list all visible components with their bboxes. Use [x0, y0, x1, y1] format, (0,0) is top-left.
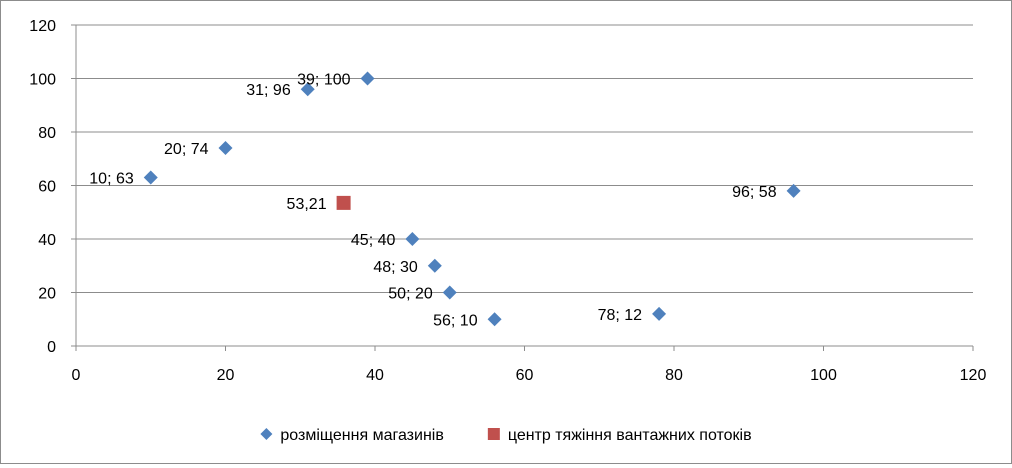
legend-label: центр тяжіння вантажних потоків — [508, 427, 752, 444]
axes — [71, 24, 974, 351]
data-point — [786, 183, 801, 198]
data-point — [487, 312, 502, 327]
centroid-point — [336, 195, 351, 210]
data-label: 53,21 — [287, 196, 327, 213]
data-point — [652, 306, 667, 321]
legend-marker — [487, 428, 500, 440]
x-tick-label: 0 — [72, 367, 81, 384]
data-point — [218, 141, 233, 156]
y-tick-label: 100 — [29, 72, 56, 89]
data-labels: 10; 63 20; 74 31; 96 39; 100 45; 40 48; 30 50;… — [89, 72, 776, 330]
tick-labels: 0 20 40 60 80 100 120 0 20 40 60 80 100 120 — [29, 18, 986, 384]
data-point — [360, 71, 375, 86]
data-label: 96; 58 — [732, 184, 777, 201]
y-tick-label: 0 — [47, 339, 56, 356]
data-label: 31; 96 — [246, 82, 291, 99]
data-points — [143, 71, 801, 327]
y-tick-label: 20 — [38, 286, 56, 303]
y-tick-label: 60 — [38, 179, 56, 196]
data-point — [427, 258, 442, 273]
data-label: 20; 74 — [164, 141, 209, 158]
x-tick-label: 40 — [366, 367, 384, 384]
y-tick-label: 80 — [38, 125, 56, 142]
legend-marker — [260, 428, 273, 440]
data-point — [405, 232, 420, 246]
x-tick-label: 20 — [217, 367, 235, 384]
x-tick-label: 80 — [665, 367, 683, 384]
data-label: 45; 40 — [351, 232, 396, 249]
data-label: 50; 20 — [388, 286, 433, 303]
data-label: 48; 30 — [373, 259, 418, 276]
x-tick-label: 120 — [960, 367, 987, 384]
data-label: 78; 12 — [598, 307, 643, 324]
legend-label: розміщення магазинів — [280, 427, 443, 444]
y-tick-label: 120 — [29, 18, 56, 35]
legend-item: розміщення магазинів — [260, 427, 444, 444]
data-point — [143, 170, 158, 185]
data-label: 39; 100 — [297, 72, 350, 89]
data-label: 56; 10 — [433, 312, 478, 329]
legend-item: центр тяжіння вантажних потоків — [487, 427, 752, 444]
y-tick-label: 40 — [38, 232, 56, 249]
gridlines — [76, 24, 973, 293]
data-point — [300, 82, 315, 97]
x-tick-label: 60 — [516, 367, 534, 384]
data-point — [442, 285, 457, 300]
x-tick-label: 100 — [810, 367, 837, 384]
data-label: 10; 63 — [89, 170, 134, 187]
legend: розміщення магазинів центр тяжіння вантаж… — [260, 427, 752, 444]
